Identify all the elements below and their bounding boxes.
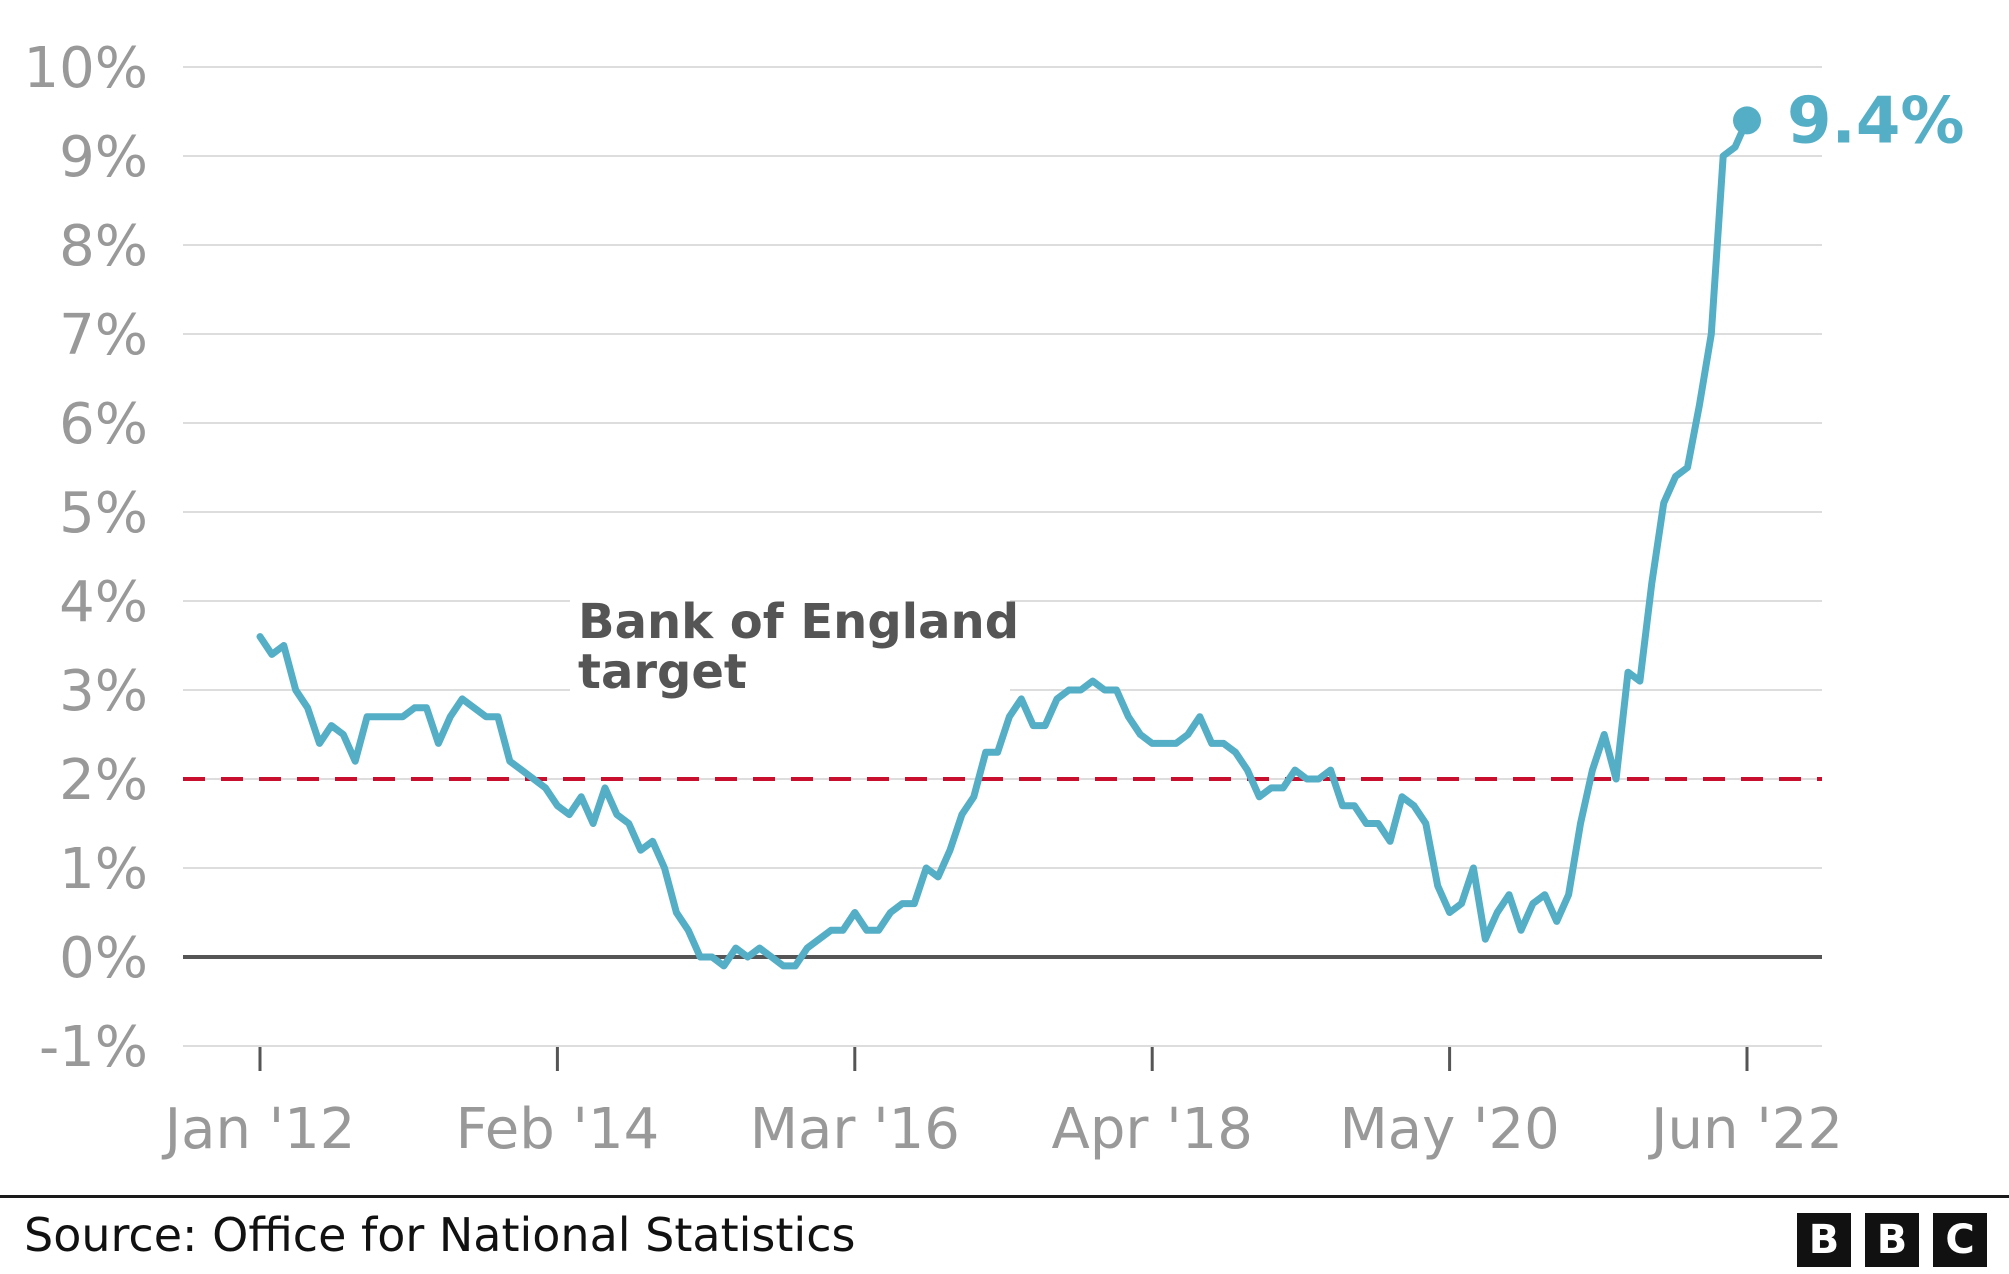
logo-letter-3: C: [1933, 1213, 1987, 1267]
y-tick-label: 1%: [59, 837, 148, 902]
end-point-marker: [1733, 106, 1761, 135]
logo-letter-1: B: [1797, 1213, 1851, 1267]
logo-letter-2: B: [1865, 1213, 1919, 1267]
annotation-line-1: Bank of England: [578, 594, 1019, 650]
y-tick-label: 4%: [59, 570, 148, 635]
y-tick-label: 3%: [59, 659, 148, 724]
y-tick-label: 9%: [59, 125, 148, 190]
y-tick-label: 0%: [59, 926, 148, 991]
x-tick-label: Jan '12: [162, 1097, 356, 1162]
end-value-label: 9.4%: [1787, 84, 1965, 158]
target-annotation: Bank of England target: [570, 592, 1019, 700]
y-tick-label: 7%: [59, 303, 148, 368]
x-tick-label: Feb '14: [456, 1097, 660, 1162]
y-tick-label: 6%: [59, 392, 148, 457]
inflation-line-chart: 10% 9% 8% 7% 6% 5% 4% 3% 2% 1% 0% -1% Jan '12 Feb '1…: [24, 36, 1965, 1162]
y-tick-label: 5%: [59, 481, 148, 546]
footer-divider: [0, 1195, 2009, 1198]
x-tick-label: May '20: [1339, 1097, 1559, 1162]
annotation-line-2: target: [578, 644, 747, 700]
y-axis-ticks: 10% 9% 8% 7% 6% 5% 4% 3% 2% 1% 0% -1%: [24, 36, 148, 1080]
y-tick-label: 8%: [59, 214, 148, 279]
y-tick-label: 2%: [59, 748, 148, 813]
y-tick-label: -1%: [39, 1015, 148, 1080]
bbc-logo: B B C: [1797, 1213, 1987, 1267]
x-tick-label: Mar '16: [750, 1097, 960, 1162]
x-tick-label: Apr '18: [1052, 1097, 1253, 1162]
x-axis-ticks: Jan '12 Feb '14 Mar '16 Apr '18 May '20 Jun '…: [162, 1047, 1843, 1162]
source-note: Source: Office for National Statistics: [24, 1208, 856, 1262]
series-line: [256, 116, 1751, 970]
x-tick-label: Jun '22: [1648, 1097, 1843, 1162]
series-group: 9.4%: [256, 84, 1965, 970]
annotation-backdrop: [570, 592, 1010, 700]
y-tick-label: 10%: [24, 36, 148, 101]
gridlines: [183, 66, 1822, 1047]
